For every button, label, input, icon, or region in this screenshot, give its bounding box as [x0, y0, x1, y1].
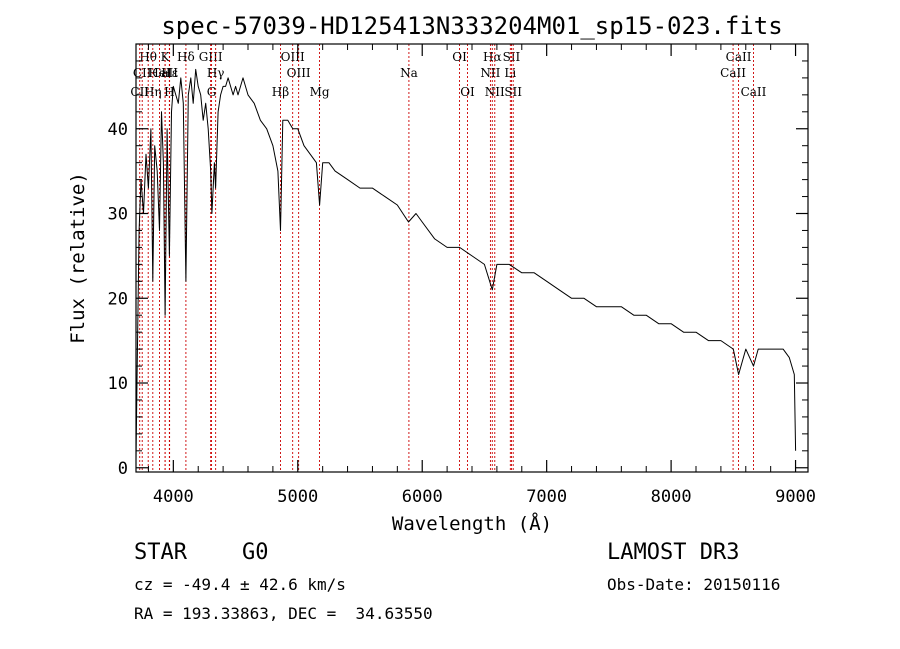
marker-label: OIII	[287, 66, 311, 80]
y-tick-label: 30	[108, 205, 128, 225]
y-axis: 0 10 20 30 40	[108, 60, 808, 479]
marker-label: CII	[133, 66, 152, 80]
redshift-velocity: cz = -49.4 ± 42.6 km/s	[134, 575, 346, 594]
marker-label: Hε	[161, 66, 178, 80]
spectrum-series	[135, 68, 797, 460]
marker-label: SII	[504, 85, 522, 99]
marker-label: Hγ	[207, 66, 225, 80]
marker-label: CaII	[741, 85, 767, 99]
marker-label: HeI	[148, 66, 171, 80]
marker-label: CII	[130, 85, 149, 99]
marker-label: NII	[480, 66, 500, 80]
x-tick-label: 5000	[277, 487, 318, 507]
x-tick-label: 7000	[526, 487, 567, 507]
marker-label: K	[161, 50, 171, 64]
x-tick-label: 4000	[153, 487, 194, 507]
y-tick-label: 20	[108, 289, 128, 309]
marker-label: G	[207, 85, 217, 99]
marker-label: NII	[485, 85, 505, 99]
y-axis-label: Flux (relative)	[67, 172, 89, 344]
spectrum-chart: spec-57039-HD125413N333204M01_sp15-023.f…	[67, 12, 816, 535]
marker-label: OIII	[281, 50, 305, 64]
chart-title: spec-57039-HD125413N333204M01_sp15-023.f…	[161, 12, 782, 40]
y-tick-label: 40	[108, 120, 128, 140]
marker-label: SII	[503, 50, 521, 64]
object-subclass: G0	[242, 540, 269, 565]
x-tick-label: 6000	[402, 487, 443, 507]
observation-date: Obs-Date: 20150116	[607, 575, 781, 594]
marker-label: Mg	[310, 85, 330, 99]
series-line-0	[135, 68, 797, 460]
x-tick-label: 8000	[651, 487, 692, 507]
marker-label: Li	[504, 66, 516, 80]
marker-label: Hβ	[272, 85, 289, 99]
marker-label: OI	[460, 85, 475, 99]
survey-name: LAMOST DR3	[607, 540, 740, 565]
marker-label: Hδ	[177, 50, 195, 64]
marker-label: OI	[452, 50, 467, 64]
marker-label: CaII	[726, 50, 752, 64]
x-tick-label: 9000	[775, 487, 816, 507]
plot-frame	[135, 43, 809, 473]
line-markers: HθCaIICIICIIKHeIHηHHδHεGIIIHγGOIIIOIIIHβ…	[130, 44, 767, 472]
marker-label: Hη	[144, 85, 162, 99]
x-axis: 4000 5000 6000 7000 8000 9000	[147, 44, 816, 507]
marker-label: Na	[400, 66, 418, 80]
marker-label: CaII	[720, 66, 746, 80]
x-axis-label: Wavelength (Å)	[392, 512, 552, 535]
coordinates: RA = 193.33863, DEC = 34.63550	[134, 604, 433, 623]
object-class: STAR	[134, 540, 187, 565]
marker-label: GIII	[199, 50, 223, 64]
marker-label: Hα	[483, 50, 502, 64]
y-tick-label: 10	[108, 374, 128, 394]
y-tick-label: 0	[118, 459, 128, 479]
